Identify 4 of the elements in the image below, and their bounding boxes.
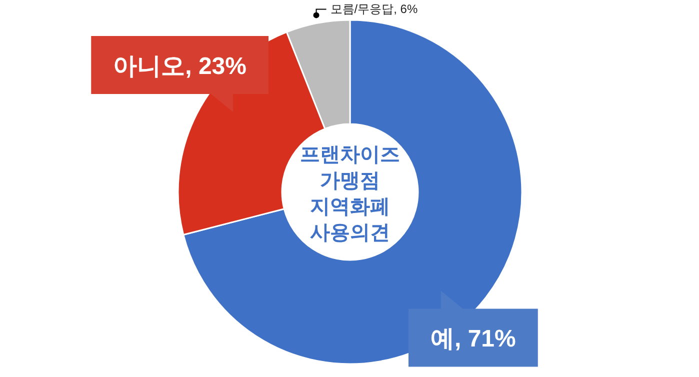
slice-label: 모름/무응답, 6% (330, 2, 418, 16)
text: 프랜차이즈 가맹점 지역화폐 사용의견 (300, 144, 400, 244)
slice-label: 예, 71% (430, 326, 516, 353)
slice-label: 아니오, 23% (113, 53, 246, 80)
